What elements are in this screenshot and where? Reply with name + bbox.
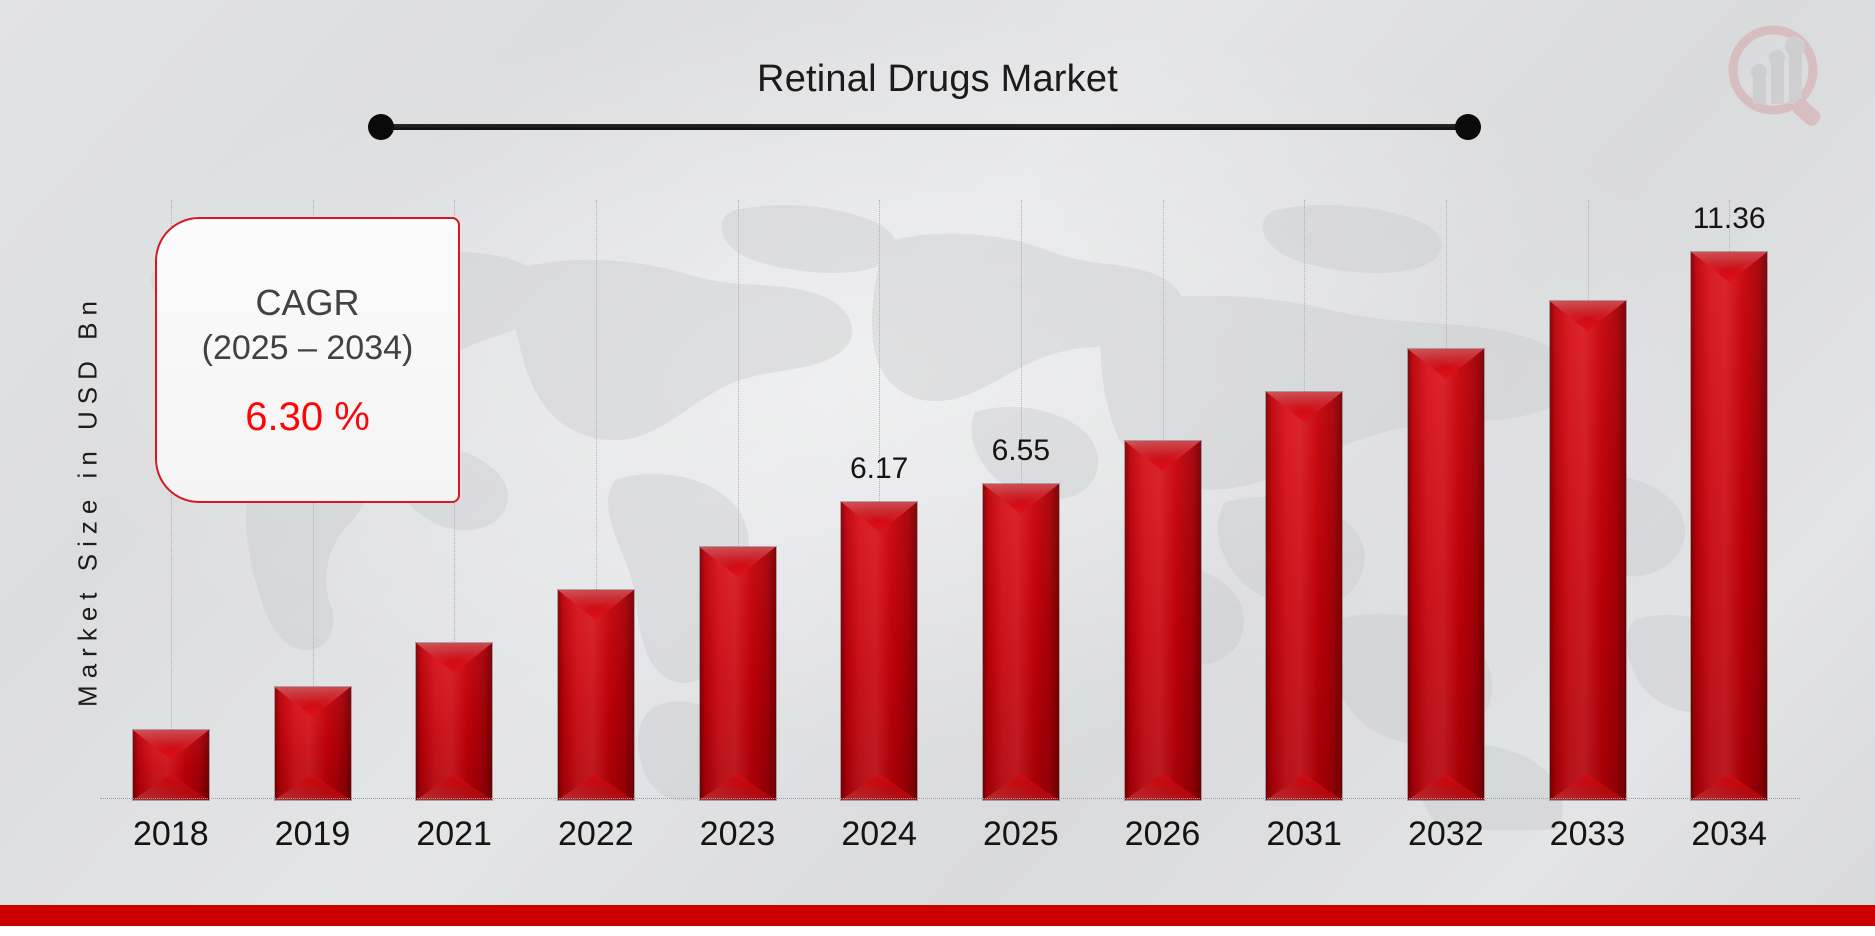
- bar-value-label-2025: 6.55: [991, 434, 1051, 467]
- bar-2021: [416, 643, 493, 800]
- x-axis-label-2034: 2034: [1691, 815, 1767, 853]
- cagr-value: 6.30 %: [245, 395, 370, 440]
- bar-2032: [1407, 349, 1484, 800]
- gridline: [170, 200, 172, 800]
- y-axis-title: Market Size in USD Bn: [72, 294, 103, 707]
- cagr-callout: CAGR (2025 – 2034) 6.30 %: [155, 217, 460, 503]
- x-axis-label-2022: 2022: [558, 815, 634, 853]
- footer-accent-band: [0, 905, 1875, 926]
- x-axis-label-2019: 2019: [274, 815, 351, 853]
- bar-2026: [1124, 441, 1201, 800]
- x-axis-label-2023: 2023: [699, 815, 776, 853]
- bar-2023: [699, 547, 776, 800]
- bar-2034: [1691, 252, 1768, 800]
- x-axis-label-2032: 2032: [1408, 815, 1484, 853]
- x-axis-label-2024: 2024: [841, 815, 917, 853]
- bar-2018: [132, 730, 209, 800]
- x-axis-label-2021: 2021: [416, 815, 492, 853]
- plot-area: [100, 200, 1800, 800]
- bar-2031: [1266, 392, 1343, 800]
- x-axis-baseline: [100, 798, 1800, 799]
- gridline: [737, 200, 739, 800]
- x-axis-label-2026: 2026: [1124, 815, 1201, 853]
- gridline: [879, 200, 881, 800]
- bar-2022: [557, 590, 634, 800]
- footer-white-band: [0, 926, 1875, 936]
- page-title: Retinal Drugs Market: [757, 58, 1118, 100]
- cagr-heading: CAGR: [255, 281, 360, 323]
- x-axis-label-2018: 2018: [133, 815, 209, 853]
- bar-2024: [841, 502, 918, 800]
- title-divider-dot-right: [1455, 114, 1481, 140]
- title-divider-rule: [378, 124, 1478, 130]
- cagr-period: (2025 – 2034): [201, 328, 414, 367]
- gridline: [595, 200, 597, 800]
- title-divider-dot-left: [368, 114, 394, 140]
- bar-2025: [982, 484, 1059, 800]
- bar-2033: [1549, 301, 1626, 800]
- bar-2019: [274, 687, 351, 800]
- bar-value-label-2024: 6.17: [849, 452, 909, 485]
- x-axis-label-2033: 2033: [1549, 815, 1626, 853]
- bar-value-label-2034: 11.36: [1692, 202, 1766, 235]
- x-axis-label-2025: 2025: [983, 815, 1059, 853]
- x-axis-label-2031: 2031: [1266, 815, 1342, 853]
